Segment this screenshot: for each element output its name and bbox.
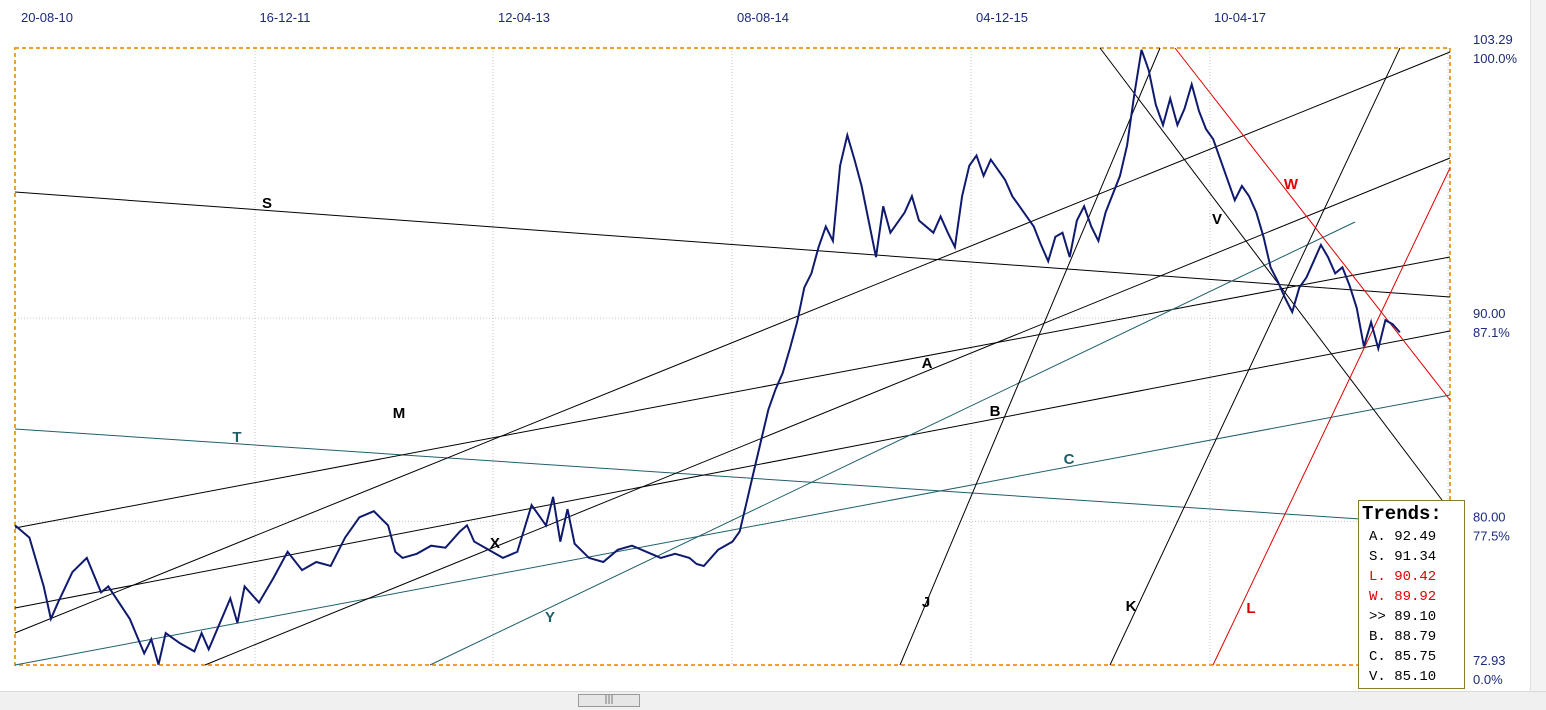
trend-line-b	[14, 330, 1451, 609]
y-tick-value: 90.00	[1473, 306, 1506, 321]
price-line	[14, 49, 1401, 665]
trends-panel-row: W. 89.92	[1369, 589, 1437, 605]
trend-line-x	[204, 157, 1451, 666]
trends-panel-row: C. 85.75	[1369, 649, 1437, 665]
trend-line-v	[1099, 47, 1443, 501]
trend-label-k: K	[1126, 598, 1137, 615]
trend-label-x: X	[490, 535, 500, 552]
trend-line-w	[1174, 47, 1451, 401]
trend-line-s	[14, 191, 1451, 298]
x-tick-label: 16-12-11	[259, 10, 310, 25]
y-tick-value: 72.93	[1473, 653, 1506, 668]
trends-panel-rows: A. 92.49 S. 91.34 L. 90.42 W. 89.92 >> 89.10…	[1359, 527, 1464, 687]
trend-label-b: B	[990, 403, 1001, 420]
trend-label-v: V	[1212, 211, 1222, 228]
trend-line-l	[1212, 167, 1451, 666]
trend-label-l: L	[1246, 600, 1255, 617]
trend-line-c	[14, 394, 1451, 666]
trend-label-j: J	[922, 594, 930, 611]
trend-line-a	[14, 256, 1451, 529]
chart-canvas: 20-08-10 16-12-11 12-04-13 08-08-14 04-12-15…	[14, 10, 1518, 687]
trend-label-a: A	[922, 355, 933, 372]
trends-panel-row: L. 90.42	[1369, 569, 1437, 585]
trends-panel-row: A. 92.49	[1369, 529, 1437, 545]
trends-panel-title: Trends:	[1362, 503, 1442, 525]
y-tick-value: 80.00	[1473, 509, 1506, 524]
trends-panel-row: V. 85.10	[1369, 669, 1437, 685]
trend-label-y: Y	[545, 609, 555, 626]
trend-label-s: S	[262, 195, 272, 212]
trend-lines	[14, 47, 1451, 666]
trend-line-t	[14, 428, 1451, 526]
trend-line-m	[14, 51, 1451, 634]
y-tick-percent: 77.5%	[1473, 528, 1510, 543]
trend-label-m: M	[393, 405, 406, 422]
y-tick-value: 103.29	[1473, 32, 1513, 47]
y-tick-percent: 100.0%	[1473, 51, 1518, 66]
trends-panel-row: S. 91.34	[1369, 549, 1437, 565]
x-tick-label: 12-04-13	[498, 10, 550, 25]
trends-panel: Trends: A. 92.49 S. 91.34 L. 90.42 W. 89.92…	[1358, 500, 1465, 689]
trend-line-k	[1109, 47, 1401, 666]
x-axis-ticks: 20-08-10 16-12-11 12-04-13 08-08-14 04-12-15…	[21, 10, 1266, 25]
trend-line-j	[899, 47, 1161, 666]
y-tick-percent: 87.1%	[1473, 325, 1510, 340]
trend-line-labels: S T M A B C X Y J K V W L	[232, 176, 1299, 626]
trend-label-t: T	[232, 429, 241, 446]
scrollbar-thumb[interactable]: |||	[578, 694, 640, 707]
trends-panel-row: B. 88.79	[1369, 629, 1437, 645]
horizontal-scrollbar[interactable]: |||	[0, 691, 1546, 710]
x-tick-label: 04-12-15	[976, 10, 1028, 25]
trend-label-c: C	[1064, 451, 1075, 468]
trend-label-w: W	[1284, 176, 1299, 193]
trends-panel-row: >> 89.10	[1369, 609, 1437, 625]
trend-line-y	[429, 221, 1356, 666]
x-tick-label: 20-08-10	[21, 10, 73, 25]
y-axis-ticks: 103.29 100.0% 90.00 87.1% 80.00 77.5% 72.93 0.0…	[1473, 32, 1518, 687]
plot-frame	[14, 47, 1451, 666]
vertical-scrollbar[interactable]	[1530, 0, 1546, 691]
x-tick-label: 10-04-17	[1214, 10, 1266, 25]
grid-lines	[15, 48, 1450, 665]
x-tick-label: 08-08-14	[737, 10, 789, 25]
y-tick-percent: 0.0%	[1473, 672, 1503, 687]
